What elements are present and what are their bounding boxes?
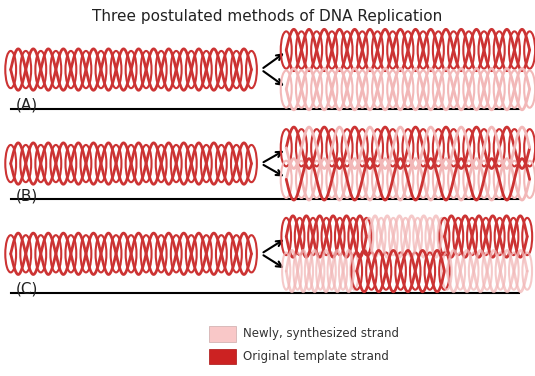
Text: (C): (C) (16, 282, 39, 297)
Text: Newly, synthesized strand: Newly, synthesized strand (243, 327, 400, 340)
Text: Original template strand: Original template strand (243, 350, 389, 363)
Text: Three postulated methods of DNA Replication: Three postulated methods of DNA Replicat… (93, 9, 442, 24)
Text: (A): (A) (16, 98, 38, 113)
FancyBboxPatch shape (209, 326, 236, 342)
Text: (B): (B) (16, 188, 39, 203)
FancyBboxPatch shape (209, 349, 236, 364)
